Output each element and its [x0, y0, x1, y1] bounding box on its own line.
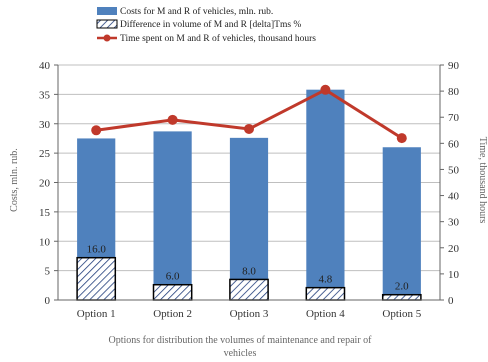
y-tick-label: 40: [39, 60, 51, 72]
y-tick-label: 20: [39, 178, 51, 190]
legend-label-time: Time spent on M and R of vehicles, thous…: [120, 33, 316, 44]
point-time: [167, 114, 178, 125]
y-tick-label: 15: [39, 207, 51, 219]
legend-item-costs: Costs for M and R of vehicles, mln. rub.: [97, 6, 273, 17]
y-axis-title: Costs, mln. rub.: [9, 148, 20, 212]
x-axis-title-line1: Options for distribution the volumes of …: [109, 335, 373, 346]
bar-difference: [381, 293, 422, 301]
y-tick-label: 10: [39, 236, 51, 248]
bar-costs: [229, 137, 269, 300]
y2-tick-label: 10: [448, 269, 460, 281]
line-time: [91, 84, 407, 144]
y-tick-label: 25: [39, 148, 51, 160]
data-label-difference: 6.0: [166, 271, 180, 283]
y2-tick-label: 60: [448, 138, 460, 150]
legend-swatch-difference: [96, 19, 118, 29]
bar-difference: [152, 283, 193, 301]
x-axis-title-line2: vehicles: [224, 348, 257, 359]
data-label-difference: 16.0: [87, 244, 107, 256]
data-label-difference: 2.0: [395, 281, 409, 293]
point-time: [396, 133, 407, 144]
y-tick-label: 5: [45, 266, 51, 278]
data-label-difference: 8.0: [242, 265, 256, 277]
y2-tick-label: 70: [448, 112, 460, 124]
y2-tick-label: 90: [448, 60, 460, 72]
legend: Costs for M and R of vehicles, mln. rub.…: [96, 6, 316, 44]
y2-tick-label: 20: [448, 243, 460, 255]
legend-marker-time: [103, 34, 111, 42]
data-label-difference: 4.8: [319, 274, 333, 286]
bar-costs: [382, 147, 421, 300]
bar-difference: [76, 256, 117, 301]
axes: [54, 64, 444, 301]
legend-item-time: Time spent on M and R of vehicles, thous…: [97, 33, 316, 44]
legend-label-costs: Costs for M and R of vehicles, mln. rub.: [120, 6, 273, 17]
bar-difference: [305, 286, 346, 301]
data-labels: 16.0 6.0 8.0 4.8 2.0: [87, 244, 410, 293]
y2-tick-label: 0: [448, 295, 454, 307]
x-tick-label: Option 4: [306, 308, 345, 320]
x-tick-label: Option 5: [382, 308, 421, 320]
point-time: [320, 84, 331, 95]
point-time: [91, 125, 102, 136]
legend-label-difference: Difference in volume of M and R [delta]T…: [120, 19, 301, 30]
bar-difference: [229, 278, 269, 301]
y2-tick-label: 30: [448, 217, 460, 229]
x-tick-label: Option 1: [77, 308, 116, 320]
y2-tick-label: 80: [448, 86, 460, 98]
y2-axis-title: Time, thousand hours: [477, 137, 488, 224]
y2-tick-label: 50: [448, 164, 460, 176]
y2-tick-label: 40: [448, 191, 460, 203]
tick-labels: 0 5 10 15 20 25 30 35 40 0 10 20 30 40 50 60 70 80 90 Optio…: [39, 60, 460, 320]
legend-item-difference: Difference in volume of M and R [delta]T…: [96, 19, 301, 30]
bars-costs: [77, 89, 421, 300]
y-tick-label: 0: [45, 295, 51, 307]
bar-costs: [153, 131, 192, 300]
bar-costs: [306, 89, 345, 300]
point-time: [244, 123, 254, 134]
x-tick-label: Option 2: [153, 308, 192, 320]
y-tick-label: 30: [39, 119, 51, 131]
x-tick-label: Option 3: [230, 308, 269, 320]
legend-swatch-costs: [97, 7, 117, 15]
y-tick-label: 35: [39, 89, 51, 101]
